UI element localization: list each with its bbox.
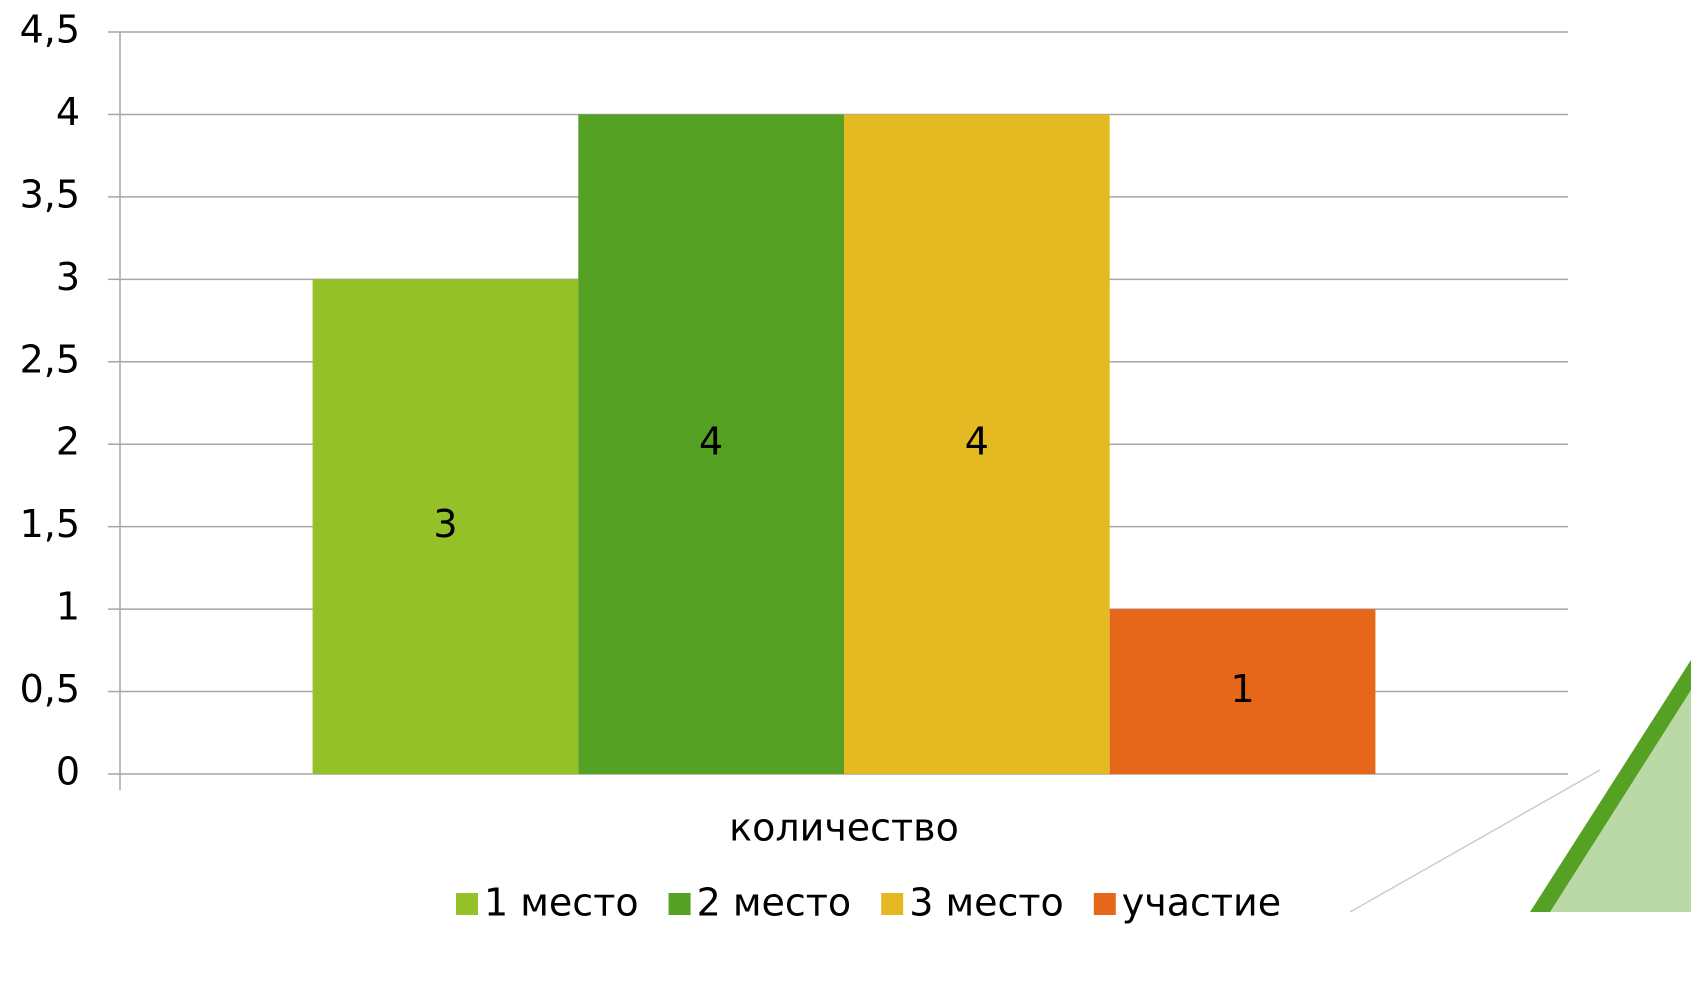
y-tick-label: 1,5 — [20, 502, 80, 546]
y-tick-label: 0,5 — [20, 667, 80, 711]
y-tick-label: 3,5 — [20, 172, 80, 216]
legend-label: участие — [1122, 881, 1281, 925]
y-tick-label: 1 — [56, 585, 80, 629]
x-tick-label: количество — [729, 806, 959, 850]
legend-swatch — [668, 893, 691, 915]
data-label: 4 — [965, 420, 989, 464]
data-label: 1 — [1230, 667, 1254, 711]
legend-swatch — [1093, 893, 1116, 915]
legend-label: 3 место — [909, 881, 1064, 925]
data-label: 4 — [699, 420, 723, 464]
legend-swatch — [881, 893, 904, 915]
legend-label: 2 место — [697, 881, 852, 925]
bar — [578, 114, 844, 774]
y-tick-label: 2 — [56, 420, 80, 464]
legend-swatch — [456, 893, 478, 915]
y-tick-label: 3 — [56, 255, 80, 299]
decoration — [1550, 690, 1691, 912]
bar — [844, 114, 1110, 774]
y-tick-label: 2,5 — [20, 337, 80, 381]
legend-label: 1 место — [484, 881, 639, 925]
data-label: 3 — [433, 502, 457, 546]
bar — [312, 279, 579, 774]
decoration — [1349, 769, 1601, 913]
y-tick-label: 4 — [56, 90, 80, 134]
bar — [1109, 609, 1376, 774]
y-tick-label: 4,5 — [20, 8, 80, 52]
y-tick-label: 0 — [56, 750, 80, 794]
